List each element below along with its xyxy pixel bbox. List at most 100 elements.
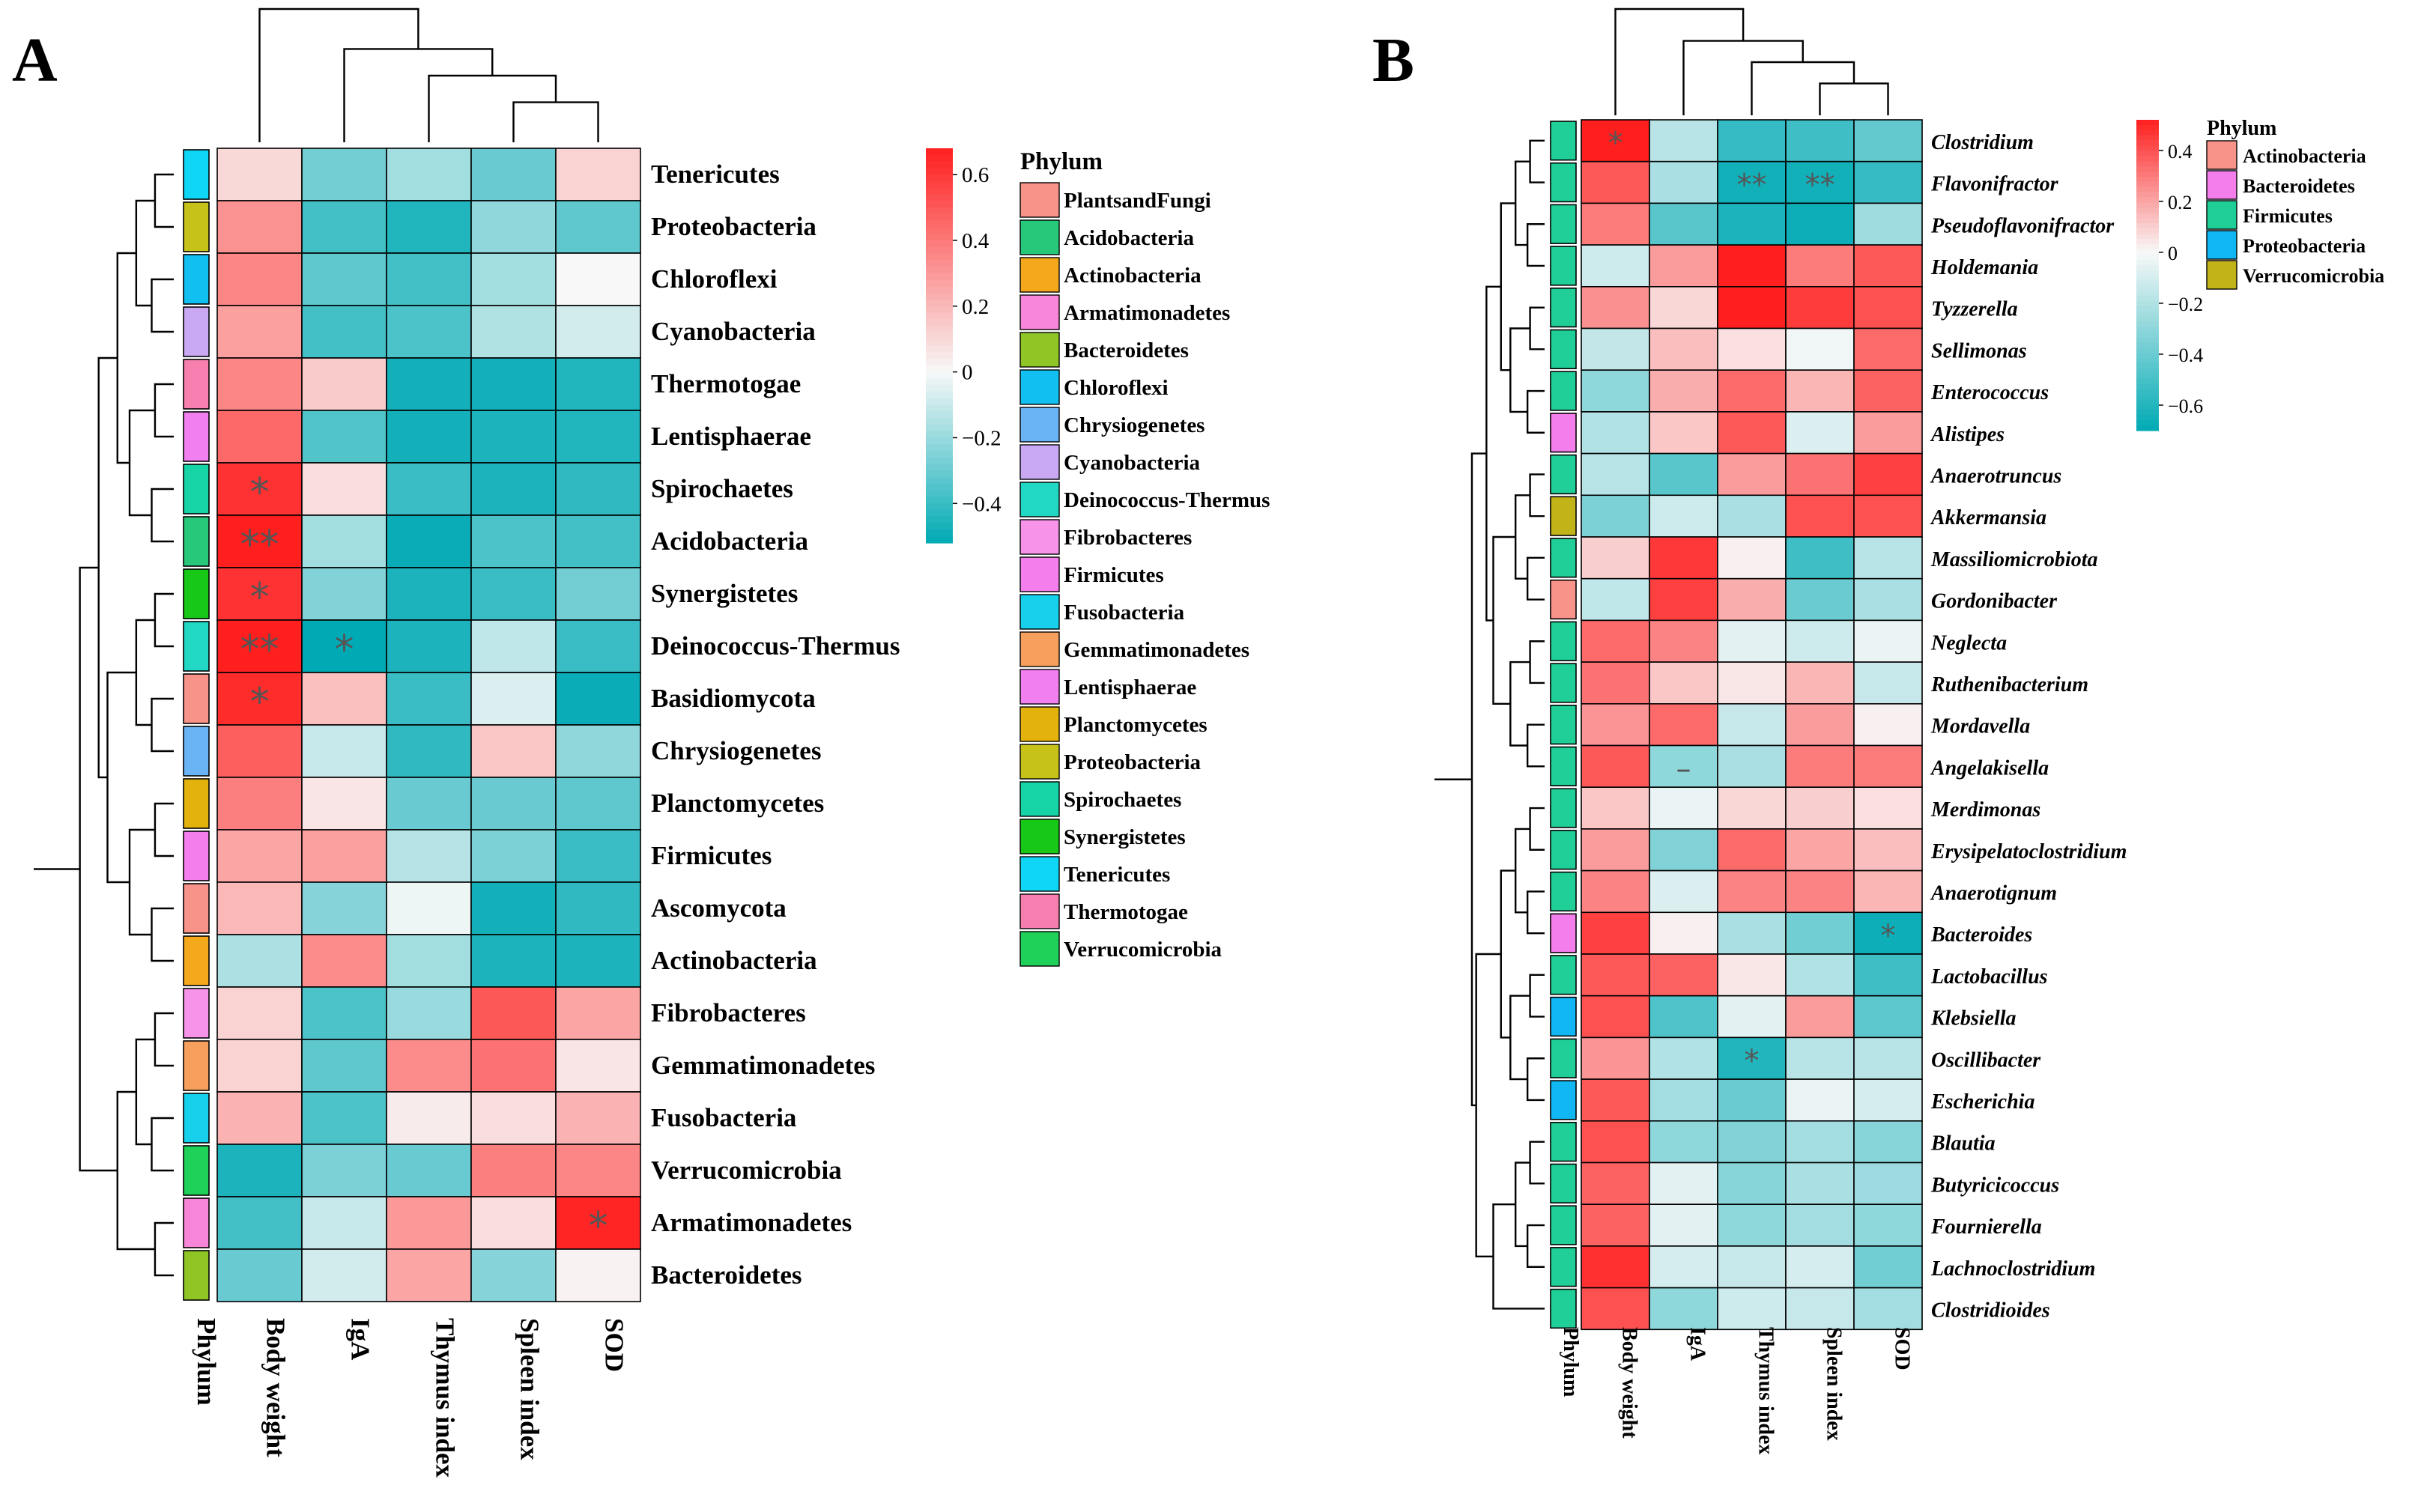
heatmap-cell (1785, 1245, 1855, 1289)
heatmap-cell (1785, 119, 1855, 163)
heatmap-cell (470, 252, 557, 306)
heatmap-cell (386, 1196, 472, 1250)
colorbar-band (926, 516, 953, 524)
colorbar-tick-label: 0.4 (962, 229, 990, 253)
colorbar-band (926, 154, 953, 163)
row-label-verrucomicrobia: Verrucomicrobia (651, 1156, 842, 1185)
heatmap-cell (301, 410, 387, 464)
colorbar-band (926, 418, 953, 425)
heatmap-cell (216, 357, 303, 411)
phylum-annotation-cell (1550, 746, 1577, 787)
heatmap-cell (1785, 911, 1855, 955)
heatmap-cell (386, 934, 472, 988)
phylum-annotation-cell (1550, 1205, 1577, 1245)
colorbar-band (926, 234, 953, 241)
heatmap-cell (1785, 244, 1855, 288)
heatmap-cell (1581, 744, 1650, 789)
row-label-anaerotignum: Anaerotignum (1930, 881, 2057, 905)
colorbar-band (926, 378, 953, 386)
heatmap-cell (386, 619, 472, 673)
phylum-annotation-cell (183, 673, 210, 724)
phylum-annotation-cell (1550, 704, 1577, 745)
heatmap-cells: ****** *** (183, 148, 641, 1302)
heatmap-cell (1785, 452, 1855, 497)
dendrogram-branch (151, 278, 174, 333)
colorbar-tick-label: 0.2 (2168, 192, 2193, 213)
heatmap-cell (1649, 702, 1718, 747)
colorbar-band (926, 279, 953, 288)
heatmap-cell (470, 1144, 557, 1197)
heatmap-cell (386, 1144, 472, 1197)
row-label-clostridioides: Clostridioides (1931, 1299, 2050, 1322)
colorbar-band (926, 246, 953, 255)
heatmap-cell (1581, 1120, 1650, 1164)
colorbar-band (2136, 244, 2159, 250)
phylum-annotation-cell (1550, 1247, 1577, 1287)
phylum-annotation-cell (1550, 1122, 1577, 1162)
phylum-annotation-cell (183, 1093, 210, 1144)
row-label-lentisphaerae: Lentisphaerae (651, 422, 811, 451)
legend-label-fibrobacteres: Fibrobacteres (1064, 526, 1192, 550)
dendrogram-branch (1526, 1224, 1545, 1268)
legend-swatch-cyanobacteria (1019, 444, 1060, 480)
colorbar-band (926, 352, 953, 359)
significance-mark: ** (240, 628, 279, 672)
heatmap-cell (1649, 1287, 1718, 1331)
heatmap-cell (555, 357, 641, 411)
colorbar-band (2136, 399, 2159, 406)
heatmap-cell (1853, 744, 1923, 789)
column-label-iga: IgA (1686, 1327, 1709, 1361)
heatmap-cell (1717, 953, 1787, 997)
heatmap-cell (1649, 1036, 1718, 1080)
heatmap-cell (1581, 1287, 1650, 1331)
heatmap-cell (1649, 494, 1718, 538)
heatmap-cell (1581, 619, 1650, 663)
column-label-spleen-index: Spleen index (515, 1318, 545, 1460)
heatmap-cell (1581, 953, 1650, 997)
dendrogram-branch (154, 1012, 174, 1067)
heatmap-cell (1581, 1245, 1650, 1289)
heatmap-cell (216, 305, 303, 359)
dendrogram-branch (1470, 452, 1487, 1107)
colorbar: 0.6 0.4 0.2 0 −0.2 −0.4 (926, 148, 1002, 544)
phylum-annotation-cell (183, 201, 210, 252)
column-dendrogram (1614, 7, 1889, 115)
column-label-body-weight: Body weight (1618, 1327, 1641, 1439)
dendrogram-branch (1682, 40, 1804, 115)
heatmap-cell (1717, 494, 1787, 538)
heatmap-cell (1649, 1162, 1718, 1206)
heatmap-cell (470, 672, 557, 726)
phylum-annotation-cell (183, 464, 210, 514)
colorbar-band (2136, 124, 2159, 131)
colorbar-band (2136, 223, 2159, 229)
colorbar-band (926, 490, 953, 498)
colorbar-band (2136, 296, 2159, 302)
significance-mark: * (250, 470, 270, 515)
colorbar-band (926, 497, 953, 504)
dendrogram-branch (1529, 306, 1545, 350)
phylum-annotation-cell (183, 359, 210, 410)
colorbar: 0.4 0.2 0 −0.2 −0.4 −0.6 (2136, 120, 2203, 431)
heatmap-cell (216, 1091, 303, 1145)
colorbar-band (926, 371, 953, 380)
heatmap-cell (1853, 1287, 1923, 1331)
heatmap-cell (386, 357, 472, 411)
row-label-synergistetes: Synergistetes (651, 579, 798, 608)
legend-swatch-tenericutes (1019, 856, 1060, 892)
legend-label-fusobacteria: Fusobacteria (1064, 601, 1185, 625)
dendrogram-branch (1526, 389, 1545, 434)
colorbar-band (2136, 270, 2159, 276)
legend-swatch-spirochaetes (1019, 781, 1060, 817)
colorbar-tick-label: 0.4 (2168, 141, 2193, 163)
row-label-proteobacteria: Proteobacteria (651, 212, 816, 241)
heatmap-cell (1853, 369, 1923, 413)
legend-swatch-bacteroidetes (2206, 170, 2237, 200)
colorbar-band (926, 332, 953, 340)
heatmap-cell (1785, 744, 1855, 789)
heatmap-cell (301, 567, 387, 621)
colorbar-band (2136, 140, 2159, 147)
significance-mark: ** (240, 523, 279, 568)
row-label-basidiomycota: Basidiomycota (651, 684, 816, 713)
colorbar-band (2136, 280, 2159, 286)
heatmap-cell (1853, 285, 1923, 330)
